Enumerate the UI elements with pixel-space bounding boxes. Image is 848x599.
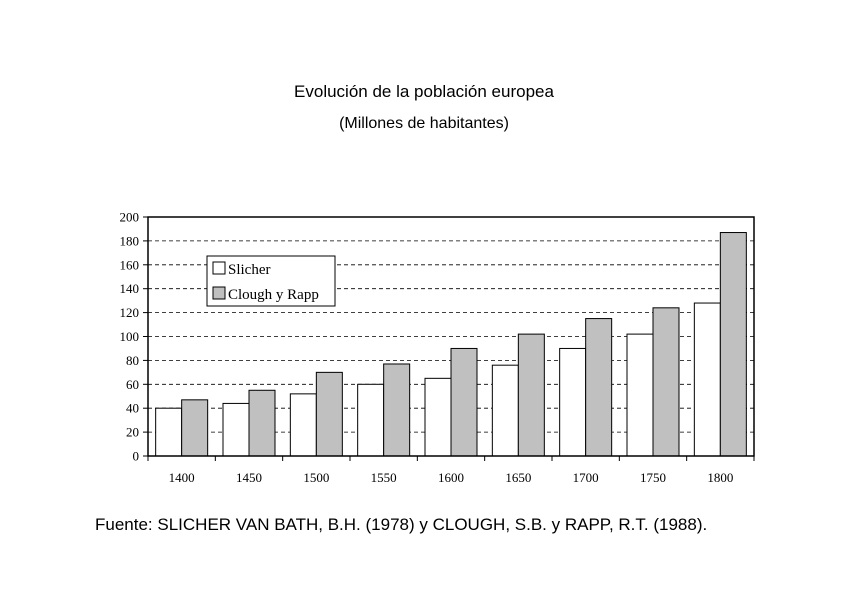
y-tick-label: 80 (126, 353, 139, 368)
y-tick-label: 60 (126, 377, 139, 392)
bar-slicher-1600 (424, 377, 452, 457)
bar-clough-y-rapp-1700 (585, 318, 613, 457)
legend-swatch (212, 286, 226, 300)
y-tick-label: 200 (120, 210, 140, 225)
bar-slicher-1550 (357, 383, 385, 457)
y-tick-label: 100 (120, 329, 140, 344)
y-tick-label: 160 (120, 257, 140, 272)
x-tick-label: 1500 (303, 470, 329, 485)
bar-clough-y-rapp-1400 (181, 399, 209, 457)
bar-slicher-1450 (222, 402, 250, 457)
source-note: Fuente: SLICHER VAN BATH, B.H. (1978) y … (95, 515, 708, 534)
x-tick-label: 1800 (707, 470, 733, 485)
legend-label: Slicher (228, 262, 271, 278)
y-tick-label: 180 (120, 233, 140, 248)
bar-clough-y-rapp-1450 (248, 389, 276, 457)
legend-label: Clough y Rapp (228, 287, 319, 303)
bar-clough-y-rapp-1750 (652, 307, 680, 457)
x-tick-label: 1700 (573, 470, 599, 485)
bar-clough-y-rapp-1550 (383, 363, 411, 457)
plot-border (147, 216, 755, 457)
bar-slicher-1500 (289, 393, 317, 457)
bar-clough-y-rapp-1650 (517, 333, 545, 457)
y-tick-label: 0 (133, 449, 140, 464)
bar-slicher-1650 (491, 364, 519, 457)
bar-clough-y-rapp-1800 (719, 232, 747, 457)
bar-slicher-1400 (155, 407, 183, 457)
y-tick-label: 20 (126, 425, 139, 440)
x-tick-label: 1550 (371, 470, 397, 485)
legend-box (206, 255, 336, 307)
y-tick-label: 40 (126, 401, 139, 416)
x-tick-label: 1450 (236, 470, 262, 485)
bar-clough-y-rapp-1500 (315, 371, 343, 457)
y-tick-label: 140 (120, 281, 140, 296)
x-tick-label: 1400 (169, 470, 195, 485)
legend-swatch (212, 261, 226, 275)
bar-slicher-1700 (559, 347, 587, 457)
x-tick-label: 1600 (438, 470, 464, 485)
chart-title: Evolución de la población europea (294, 82, 554, 101)
x-tick-label: 1650 (505, 470, 531, 485)
chart-subtitle: (Millones de habitantes) (339, 115, 509, 132)
bar-slicher-1750 (626, 333, 654, 457)
bar-clough-y-rapp-1600 (450, 347, 478, 457)
bar-slicher-1800 (693, 302, 721, 457)
y-tick-label: 120 (120, 305, 140, 320)
x-tick-label: 1750 (640, 470, 666, 485)
